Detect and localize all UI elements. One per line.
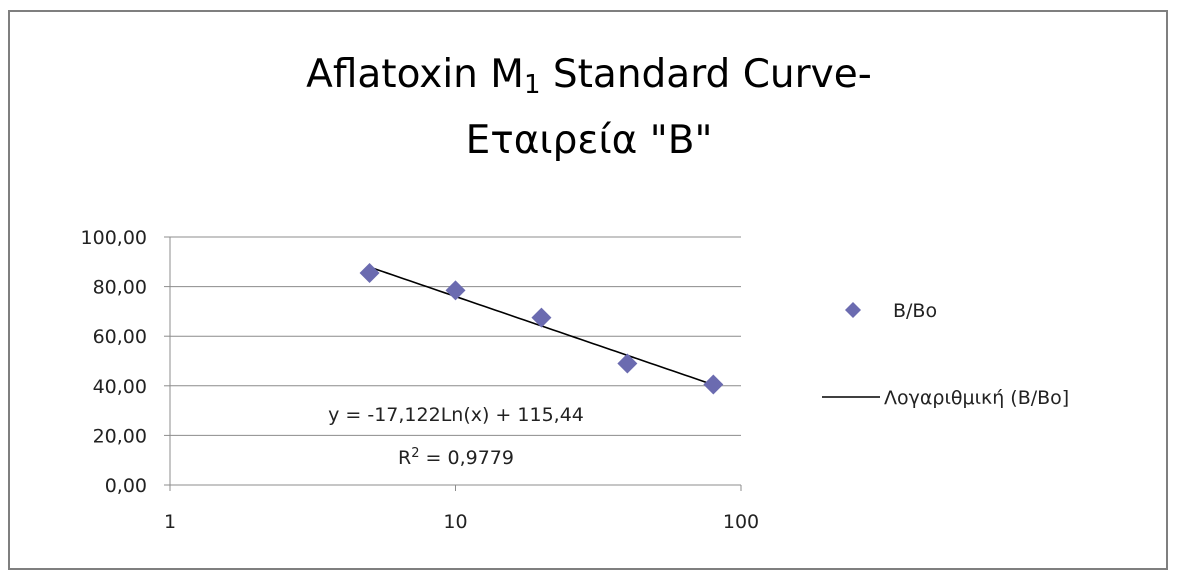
data-point <box>617 353 638 374</box>
x-tick-label: 10 <box>443 511 467 533</box>
chart-area <box>8 10 1168 570</box>
y-tick-label: 20,00 <box>93 425 147 447</box>
labels-layer: y = -17,122Ln(x) + 115,44 R2 = 0,9779 <box>328 404 584 469</box>
r2-value: = 0,9779 <box>420 447 514 469</box>
legend-label-series: B/Bo <box>893 300 937 322</box>
r2-prefix: R <box>398 447 411 469</box>
y-tick-label: 60,00 <box>93 326 147 348</box>
chart-title-line2: Εταιρεία "B" <box>465 118 713 163</box>
trendline-r2: R2 = 0,9779 <box>398 446 514 470</box>
chart-title-part: Aflatoxin M <box>306 52 524 97</box>
legend-marker-diamond <box>845 302 861 318</box>
chart-title: Aflatoxin M1 Standard Curve- Εταιρεία "B… <box>0 42 1178 174</box>
chart-title-line1: Aflatoxin M1 Standard Curve- <box>0 42 1178 108</box>
trendline-equation: y = -17,122Ln(x) + 115,44 <box>328 404 584 426</box>
y-tick-label: 40,00 <box>93 376 147 398</box>
chart-title-subscript: 1 <box>523 70 541 100</box>
data-point <box>531 307 552 328</box>
legend-label-trendline: Λογαριθμική (B/Bo] <box>884 387 1069 409</box>
y-tick-label: 100,00 <box>81 227 147 249</box>
points-layer <box>359 262 724 395</box>
y-tick-label: 0,00 <box>105 475 147 497</box>
data-point <box>703 374 724 395</box>
r2-superscript: 2 <box>411 446 419 461</box>
axes: 0,00 20,00 40,00 60,00 80,00 100,00 1 10 100 <box>81 227 760 533</box>
chart-title-part: Standard Curve- <box>540 52 872 97</box>
y-tick-label: 80,00 <box>93 277 147 299</box>
data-point <box>359 262 380 283</box>
x-tick-label: 100 <box>723 511 759 533</box>
data-point <box>445 280 466 301</box>
legend: B/Bo Λογαριθμική (B/Bo] <box>822 300 1069 409</box>
x-tick-label: 1 <box>164 511 176 533</box>
